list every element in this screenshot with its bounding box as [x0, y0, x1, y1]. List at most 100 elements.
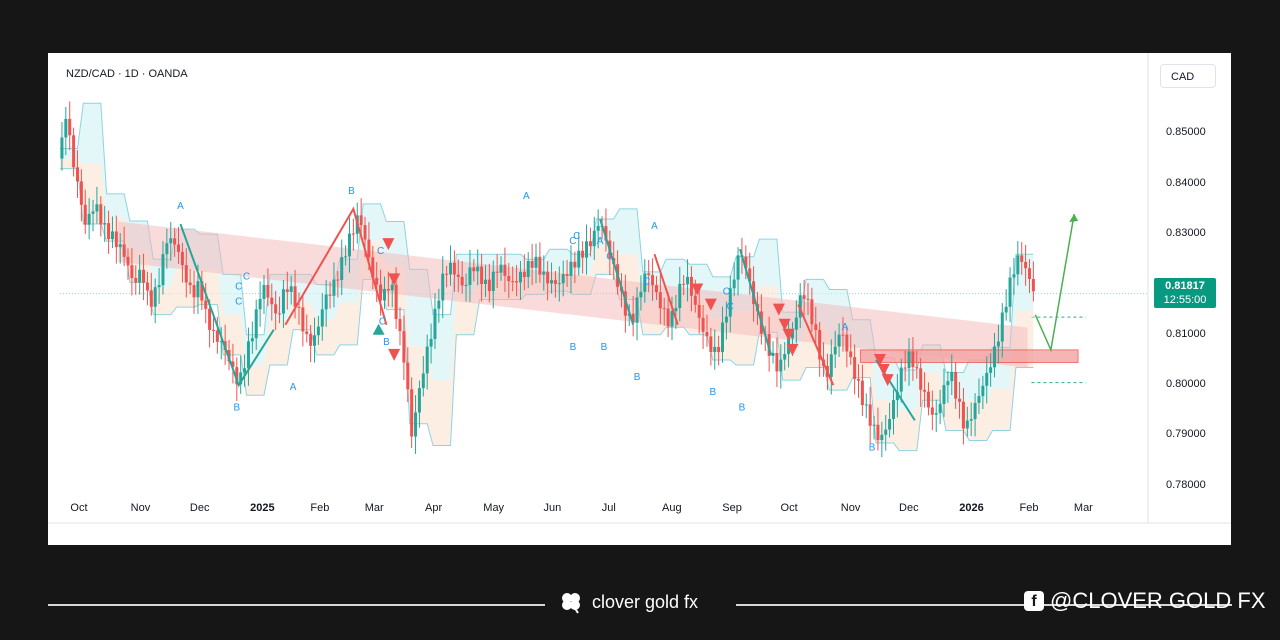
candle-body	[429, 338, 433, 347]
candle-body	[903, 367, 907, 369]
candle-body	[783, 354, 787, 360]
candle-body	[1027, 268, 1031, 279]
candle-body	[701, 317, 705, 332]
candle-body	[472, 267, 476, 272]
x-tick-label: Oct	[70, 502, 88, 514]
candle-body	[499, 264, 503, 273]
candle-body	[468, 267, 472, 285]
candle-body	[724, 316, 728, 323]
candle-body	[989, 367, 993, 373]
candle-body	[623, 291, 627, 316]
candle-body	[511, 281, 515, 283]
candle-body	[200, 281, 204, 301]
sell-signal-icon	[382, 238, 395, 251]
candle-body	[993, 346, 997, 368]
wave-label: C	[379, 317, 386, 328]
candle-body	[456, 274, 460, 277]
signals	[372, 238, 894, 387]
candle-body	[394, 284, 398, 320]
candle-body	[301, 307, 305, 332]
wave-label: B	[869, 443, 876, 454]
buy-signal-icon	[372, 323, 385, 335]
candle-body	[748, 268, 752, 282]
candle-body	[790, 329, 794, 339]
candle-body	[569, 261, 573, 276]
wave-label: C	[723, 287, 730, 298]
wave-label: B	[233, 402, 240, 413]
wave-line	[797, 304, 835, 386]
candle-body	[262, 284, 266, 299]
candle-body	[161, 254, 165, 286]
y-tick-label: 0.79000	[1166, 428, 1206, 441]
wave-label: B	[709, 387, 716, 398]
candle-body	[305, 331, 309, 334]
candle-body	[919, 368, 923, 390]
candle-body	[142, 269, 146, 283]
sell-signal-icon	[772, 303, 785, 316]
candle-body	[460, 276, 464, 286]
facebook-icon: f	[1024, 591, 1044, 611]
candle-body	[709, 336, 713, 353]
candle-body	[907, 351, 911, 369]
last-price-tag: 0.81817 12:55:00	[1154, 278, 1216, 308]
candle-body	[934, 413, 938, 415]
candle-body	[985, 372, 989, 386]
footer-divider-left	[48, 604, 545, 606]
candle-body	[969, 419, 973, 421]
brand: clover gold fx	[558, 590, 698, 614]
currency-button[interactable]: CAD	[1160, 64, 1216, 88]
candle-body	[643, 273, 647, 292]
candle-body	[398, 319, 402, 332]
candle-body	[250, 338, 254, 342]
candle-body	[72, 135, 76, 168]
candle-body	[437, 300, 441, 309]
wave-line	[284, 206, 388, 326]
candle-body	[433, 308, 437, 339]
candle-body	[204, 300, 208, 309]
wave-label: A	[177, 201, 184, 212]
candle-body	[530, 261, 534, 268]
candle-body	[950, 371, 954, 382]
candle-body	[662, 308, 666, 310]
candle-body	[686, 276, 690, 285]
wave-label: C	[573, 231, 580, 242]
sell-signal-icon	[881, 374, 894, 387]
candle-body	[130, 265, 134, 278]
candle-body	[68, 118, 72, 136]
wave-line	[653, 253, 679, 326]
symbol-legend[interactable]: NZD/CAD · 1D · OANDA	[66, 68, 188, 80]
candle-body	[390, 284, 394, 291]
candle-body	[138, 269, 142, 283]
candle-body	[363, 225, 367, 240]
candle-body	[289, 286, 293, 292]
sell-signal-icon	[388, 273, 401, 286]
candle-body	[1008, 277, 1012, 307]
candle-body	[347, 233, 351, 257]
candle-body	[1031, 278, 1035, 292]
wave-line	[739, 248, 773, 356]
wave-label: C	[235, 281, 242, 292]
candle-body	[1024, 261, 1028, 269]
candle-body	[794, 317, 798, 330]
candle-body	[891, 400, 895, 420]
candle-body	[421, 373, 425, 389]
wave-label: A	[842, 322, 849, 333]
candle-body	[853, 357, 857, 379]
candle-body	[577, 250, 581, 268]
candle-body	[211, 329, 215, 331]
candle-body	[417, 388, 421, 413]
candle-body	[351, 233, 355, 235]
candle-body	[845, 334, 849, 352]
candle-body	[336, 279, 340, 281]
candle-body	[651, 275, 655, 286]
candle-body	[553, 280, 557, 284]
social-handle[interactable]: f @CLOVER GOLD FX	[1024, 588, 1266, 614]
candle-body	[977, 396, 981, 403]
candle-body	[857, 378, 861, 381]
candle-body	[332, 279, 336, 296]
candle-body	[965, 420, 969, 429]
candle-body	[728, 288, 732, 317]
